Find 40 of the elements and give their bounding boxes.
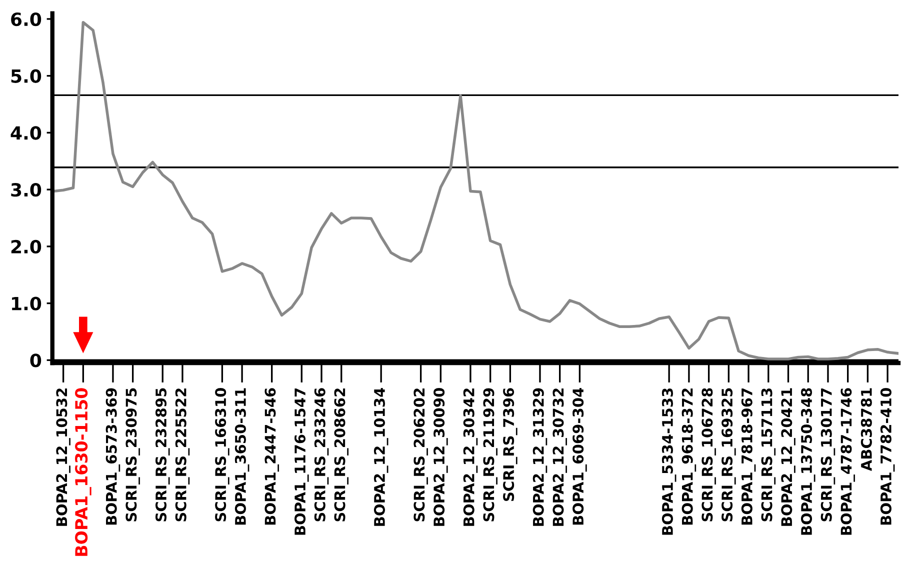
x-tick-label: BOPA1_1176-1547 xyxy=(294,388,309,535)
x-tick-label: BOPA1_2447-546 xyxy=(264,388,279,525)
x-tick-label: SCRI_RS_232895 xyxy=(155,388,170,522)
x-tick-label: BOPA2_12_10134 xyxy=(374,388,388,526)
x-tick-label: SCRI_RS_169325 xyxy=(722,388,736,522)
x-tick-label: SCRI_RS_211929 xyxy=(483,388,498,522)
y-tick-label: 0 xyxy=(30,354,42,368)
x-tick-label: BOPA2_12_30732 xyxy=(552,388,567,526)
x-tick-label: SCRI_RS_230975 xyxy=(126,388,140,522)
x-tick-label: BOPA2_12_30090 xyxy=(434,388,448,526)
x-tick-label: BOPA2_12_31329 xyxy=(532,388,548,526)
x-tick-label: BOPA2_12_30342 xyxy=(463,388,478,526)
x-tick-label: BOPA1_3650-311 xyxy=(234,388,250,525)
x-tick-label: SCRI_RS_130177 xyxy=(820,388,836,522)
x-tick-label: BOPA2_12_10532 xyxy=(56,388,70,526)
x-tick-label: BOPA1_7818-967 xyxy=(741,388,756,525)
x-tick-label: BOPA1_6069-304 xyxy=(572,388,587,525)
x-tick-label: BOPA1_5334-1533 xyxy=(662,388,676,535)
y-tick-label: 6.0 xyxy=(11,12,42,26)
x-tick-label: BOPA1_9618-372 xyxy=(682,388,696,525)
x-tick-label: SCRI_RS_225522 xyxy=(175,388,190,522)
x-tick-label: BOPA1_4787-1746 xyxy=(840,388,855,535)
y-tick-label: 4.0 xyxy=(10,126,42,140)
x-tick-label: SCRI_RS_7396 xyxy=(503,388,518,502)
y-tick-label: 2.0 xyxy=(11,240,42,254)
x-tick-label: SCRI_RS_233246 xyxy=(314,388,329,522)
y-tick-label: 1.0 xyxy=(12,296,42,310)
x-tick-label: SCRI_RS_166310 xyxy=(215,388,230,522)
x-tick-label: BOPA2_12_20421 xyxy=(781,388,796,526)
y-tick-label: 5.0 xyxy=(11,69,42,83)
x-tick-label: SCRI_RS_157113 xyxy=(761,388,776,522)
x-tick-label: BOPA1_7782-410 xyxy=(880,388,895,525)
x-tick-label: SCRI_RS_206202 xyxy=(414,388,428,522)
x-tick-label: SCRI_RS_208662 xyxy=(334,388,348,522)
x-tick-label: BOPA1_6573-369 xyxy=(106,388,120,525)
x-tick-label: BOPA1_1630-1150 xyxy=(75,388,92,556)
x-tick-label: SCRI_RS_106728 xyxy=(702,388,716,522)
x-tick-label: BOPA1_13750-348 xyxy=(800,388,816,535)
x-tick-label: ABC38781 xyxy=(860,388,872,472)
y-tick-label: 3.0 xyxy=(11,183,42,197)
